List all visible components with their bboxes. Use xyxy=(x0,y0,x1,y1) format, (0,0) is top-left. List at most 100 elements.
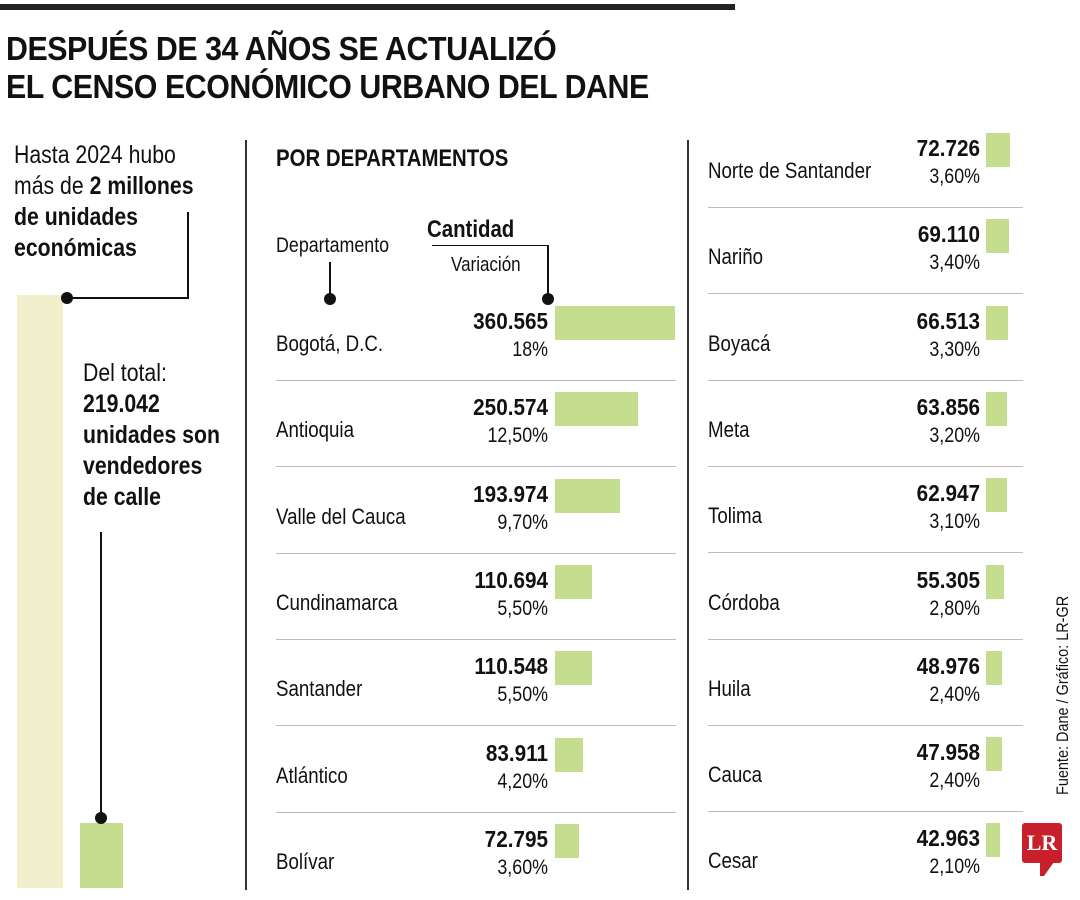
variation-label: 2,40% xyxy=(929,769,980,793)
quantity-label: 72.726 xyxy=(916,135,980,161)
variation-label: 3,10% xyxy=(929,510,980,534)
variation-label: 3,60% xyxy=(497,855,548,879)
quantity-label: 360.565 xyxy=(473,308,548,334)
quantity-label: 63.856 xyxy=(916,393,980,420)
street-text-2: 219.042 xyxy=(83,390,160,418)
legend-department-leader xyxy=(329,262,331,297)
total-text-4: económicas xyxy=(14,234,137,262)
headline-line-2: EL CENSO ECONÓMICO URBANO DEL DANE xyxy=(6,68,649,105)
total-leader-horizontal xyxy=(66,297,189,299)
street-annotation: Del total: 219.042 unidades son vendedor… xyxy=(83,358,220,513)
variation-label: 9,70% xyxy=(497,510,548,534)
row-divider xyxy=(708,724,1023,726)
row-divider xyxy=(276,466,676,468)
variation-label: 5,50% xyxy=(497,596,548,620)
logo-tail xyxy=(1040,862,1054,876)
quantity-label: 110.694 xyxy=(474,566,548,593)
quantity-label: 110.548 xyxy=(474,653,548,680)
quantity-label: 193.974 xyxy=(473,480,548,507)
row-divider xyxy=(708,207,1023,208)
quantity-bar xyxy=(986,737,1002,772)
quantity-bar xyxy=(555,564,592,599)
row-divider xyxy=(708,379,1023,381)
row-divider xyxy=(276,811,676,813)
quantity-bar xyxy=(555,306,675,340)
separator-right xyxy=(687,140,689,890)
variation-label: 12,50% xyxy=(487,424,548,448)
variation-label: 3,40% xyxy=(929,251,980,275)
quantity-label: 83.911 xyxy=(485,739,548,766)
quantity-bar xyxy=(986,564,1005,599)
quantity-label: 48.976 xyxy=(916,652,980,679)
row-divider xyxy=(708,552,1023,554)
department-label: Córdoba xyxy=(708,589,780,615)
quantity-label: 72.795 xyxy=(484,825,548,852)
legend-quantity: Cantidad xyxy=(427,216,515,243)
lr-logo: LR xyxy=(1022,823,1062,863)
source-text: Fuente: Dane / Gráfico: LR-GR xyxy=(1053,595,1072,795)
quantity-label: 42.963 xyxy=(916,825,980,852)
quantity-label: 47.958 xyxy=(916,739,980,766)
department-label: Meta xyxy=(708,416,750,442)
total-text-2b: 2 millones xyxy=(89,172,194,200)
row-divider xyxy=(276,380,676,381)
quantity-bar xyxy=(555,823,580,858)
department-label: Cundinamarca xyxy=(276,589,398,615)
variation-label: 5,50% xyxy=(497,683,548,707)
total-dot xyxy=(61,292,73,304)
department-label: Cauca xyxy=(708,762,763,788)
legend-quantity-underline xyxy=(432,245,547,246)
total-text-3: de unidades xyxy=(14,203,138,231)
street-vendors-bar xyxy=(80,823,123,888)
quantity-bar xyxy=(555,478,620,513)
department-label: Santander xyxy=(276,676,363,702)
department-label: Cesar xyxy=(708,848,758,874)
quantity-bar xyxy=(986,478,1007,513)
department-label: Huila xyxy=(708,675,751,701)
quantity-bar xyxy=(986,391,1008,426)
department-label: Tolima xyxy=(708,503,763,529)
quantity-label: 55.305 xyxy=(916,566,980,593)
street-text-1: Del total: xyxy=(83,359,167,387)
variation-label: 3,60% xyxy=(929,165,980,188)
total-units-bar xyxy=(17,295,63,888)
headline-line-1: DESPUÉS DE 34 AÑOS SE ACTUALIZÓ xyxy=(6,30,557,67)
street-text-5: de calle xyxy=(83,483,161,511)
row-divider xyxy=(276,638,676,640)
quantity-bar xyxy=(986,219,1009,254)
row-divider xyxy=(708,293,1023,295)
total-annotation: Hasta 2024 hubo más de 2 millones de uni… xyxy=(14,140,194,264)
row-divider xyxy=(276,725,676,727)
variation-label: 2,10% xyxy=(929,855,980,879)
variation-label: 4,20% xyxy=(497,769,548,793)
quantity-bar xyxy=(555,737,583,772)
legend-department-dot xyxy=(324,293,336,305)
department-label: Nariño xyxy=(708,244,764,270)
department-label: Bogotá, D.C. xyxy=(276,331,384,356)
street-leader xyxy=(100,532,102,818)
department-label: Bolívar xyxy=(276,848,335,874)
department-label: Atlántico xyxy=(276,762,348,788)
total-text-1: Hasta 2024 hubo xyxy=(14,141,176,169)
quantity-bar xyxy=(986,133,1011,167)
top-rule xyxy=(0,4,735,10)
variation-label: 3,30% xyxy=(929,337,980,361)
legend-quantity-leader xyxy=(547,245,549,295)
street-text-4: vendedores xyxy=(83,452,203,480)
row-divider xyxy=(708,465,1023,467)
row-divider xyxy=(708,811,1023,813)
quantity-label: 62.947 xyxy=(916,480,980,507)
quantity-bar xyxy=(555,392,639,427)
row-divider xyxy=(276,552,676,554)
variation-label: 2,80% xyxy=(929,596,980,620)
department-label: Boyacá xyxy=(708,330,771,356)
quantity-label: 250.574 xyxy=(473,394,548,421)
quantity-bar xyxy=(986,305,1009,340)
quantity-label: 66.513 xyxy=(916,307,980,334)
variation-label: 2,40% xyxy=(929,682,980,706)
total-leader-vertical xyxy=(187,212,189,298)
legend-quantity-dot xyxy=(542,293,554,305)
variation-label: 3,20% xyxy=(929,423,980,447)
quantity-bar xyxy=(986,650,1003,685)
